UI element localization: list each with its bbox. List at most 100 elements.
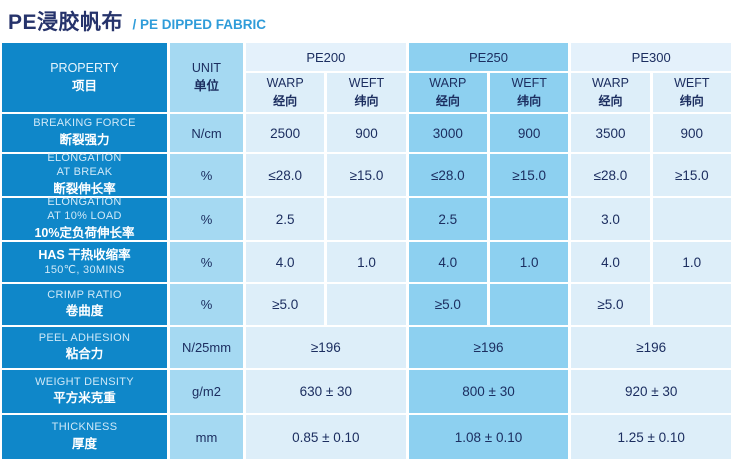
value-cell: ≤28.0 xyxy=(408,154,490,196)
table-row-elongation-at-10-load: ELONGATION AT 10% LOAD 10%定负荷伸长率 % 2.5 2… xyxy=(2,196,731,240)
value-cell-merged: 630 ± 30 xyxy=(246,370,409,413)
value-cell-merged: 800 ± 30 xyxy=(408,370,572,413)
unit-header-zh: 单位 xyxy=(193,78,219,93)
value-cell: ≥5.0 xyxy=(408,284,490,325)
warp-label-zh: 经向 xyxy=(598,93,623,108)
property-en: 150℃, 30MINS xyxy=(44,264,125,277)
property-en: CRIMP RATIO xyxy=(47,288,122,301)
unit-cell: N/cm xyxy=(170,114,246,152)
value-cell: 900 xyxy=(327,114,409,152)
property-en: WEIGHT DENSITY xyxy=(35,375,134,388)
weft-label-en: WEFT xyxy=(511,76,547,91)
pe200-weft-header: WEFT 纬向 xyxy=(327,73,409,112)
value-cell: 1.0 xyxy=(652,242,731,282)
value-cell: 4.0 xyxy=(246,242,328,282)
property-cell: THICKNESS 厚度 xyxy=(2,415,170,459)
value-cell-merged: ≥196 xyxy=(408,327,572,368)
weft-label-zh: 纬向 xyxy=(517,93,542,108)
property-en: THICKNESS xyxy=(51,421,118,434)
table-row-breaking-force: BREAKING FORCE 断裂强力 N/cm 2500 900 3000 9… xyxy=(2,114,731,152)
value-cell: 2.5 xyxy=(408,198,490,240)
value-cell: ≥5.0 xyxy=(246,284,328,325)
weft-label-en: WEFT xyxy=(348,76,385,91)
value-cells: ≥5.0 ≥5.0 ≥5.0 xyxy=(246,284,731,325)
value-cell-merged: 1.08 ± 0.10 xyxy=(408,415,572,459)
property-zh: 平方米克重 xyxy=(53,391,116,406)
unit-cell: % xyxy=(170,154,246,196)
value-cell: ≥15.0 xyxy=(652,154,731,196)
unit-header-cell: UNIT 单位 xyxy=(170,43,246,112)
weft-label-zh: 纬向 xyxy=(679,93,704,108)
value-cells: ≤28.0 ≥15.0 ≤28.0 ≥15.0 ≤28.0 ≥15.0 xyxy=(246,154,731,196)
table-row-crimp-ratio: CRIMP RATIO 卷曲度 % ≥5.0 ≥5.0 ≥5.0 xyxy=(2,284,731,325)
property-en: PEEL ADHESION xyxy=(38,331,131,344)
value-cells: 0.85 ± 0.10 1.08 ± 0.10 1.25 ± 0.10 xyxy=(246,415,732,459)
weft-label-zh: 纬向 xyxy=(354,93,379,108)
table-row-elongation-at-break: ELONGATION AT BREAK 断裂伸长率 % ≤28.0 ≥15.0 … xyxy=(2,152,731,196)
value-cell-merged: 1.25 ± 0.10 xyxy=(571,415,732,459)
property-cell: ELONGATION AT BREAK 断裂伸长率 xyxy=(2,152,170,196)
property-en: AT BREAK xyxy=(56,165,113,178)
value-cell: 900 xyxy=(652,114,731,152)
property-zh: 粘合力 xyxy=(65,347,104,362)
unit-value: % xyxy=(200,297,213,312)
pe200-warp-header: WARP 经向 xyxy=(246,73,328,112)
grade-band-pe200: PE200 xyxy=(246,43,409,71)
table-row-heat-shrinkage: HAS 干热收缩率 150℃, 30MINS % 4.0 1.0 4.0 1.0… xyxy=(2,242,731,282)
table-header: PROPERTY 项目 UNIT 单位 PE200 PE250 PE300 xyxy=(2,43,732,112)
grade-label: PE200 xyxy=(306,49,346,65)
value-cell: ≤28.0 xyxy=(571,154,653,196)
table-row-weight-density: WEIGHT DENSITY 平方米克重 g/m2 630 ± 30 800 ±… xyxy=(2,370,732,413)
value-cell: 900 xyxy=(489,114,572,152)
property-zh: 断裂强力 xyxy=(59,132,110,147)
value-cells: 630 ± 30 800 ± 30 920 ± 30 xyxy=(246,370,732,413)
value-cell: 4.0 xyxy=(571,242,653,282)
value-cell-empty xyxy=(489,198,572,240)
property-en: AT 10% LOAD xyxy=(47,209,122,222)
value-cell: 3500 xyxy=(571,114,653,152)
weft-label-en: WEFT xyxy=(674,76,710,91)
warp-label-en: WARP xyxy=(429,76,467,91)
warp-label-en: WARP xyxy=(591,76,629,91)
property-en: BREAKING FORCE xyxy=(33,117,136,130)
unit-value: N/25mm xyxy=(181,340,232,355)
value-cell: 4.0 xyxy=(408,242,490,282)
property-cell: ELONGATION AT 10% LOAD 10%定负荷伸长率 xyxy=(2,196,170,240)
property-cell: BREAKING FORCE 断裂强力 xyxy=(2,114,170,152)
table-row-peel-adhesion: PEEL ADHESION 粘合力 N/25mm ≥196 ≥196 ≥196 xyxy=(2,327,732,368)
value-cells: 2.5 2.5 3.0 xyxy=(246,198,731,240)
property-header-cell: PROPERTY 项目 xyxy=(2,43,170,112)
unit-cell: mm xyxy=(170,415,246,459)
property-en: ELONGATION xyxy=(47,152,122,165)
unit-cell: % xyxy=(170,242,246,282)
unit-cell: % xyxy=(170,284,246,325)
pe300-weft-header: WEFT 纬向 xyxy=(652,73,731,112)
value-cell: 3.0 xyxy=(571,198,653,240)
value-cell-merged: 0.85 ± 0.10 xyxy=(246,415,409,459)
value-cell: 1.0 xyxy=(327,242,409,282)
value-cell-empty xyxy=(327,198,409,240)
warp-label-en: WARP xyxy=(266,76,304,91)
grade-band-row: PE200 PE250 PE300 xyxy=(246,43,732,73)
unit-header-en: UNIT xyxy=(191,60,222,75)
warp-label-zh: 经向 xyxy=(273,93,298,108)
unit-value: % xyxy=(200,254,213,270)
grade-header-block: PE200 PE250 PE300 WARP 经向 WEFT xyxy=(246,43,732,112)
property-header-zh: 项目 xyxy=(71,78,97,93)
page-title-english: / PE DIPPED FABRIC xyxy=(132,17,266,32)
unit-cell: % xyxy=(170,198,246,240)
grade-label: PE300 xyxy=(631,49,671,65)
property-zh: 卷曲度 xyxy=(65,304,104,319)
unit-value: g/m2 xyxy=(192,384,221,399)
value-cell-merged: ≥196 xyxy=(571,327,732,368)
property-cell: PEEL ADHESION 粘合力 xyxy=(2,327,170,368)
unit-value: % xyxy=(200,211,213,227)
property-zh: 10%定负荷伸长率 xyxy=(34,225,135,240)
property-cell: WEIGHT DENSITY 平方米克重 xyxy=(2,370,170,413)
unit-cell: g/m2 xyxy=(170,370,246,413)
value-cells: 2500 900 3000 900 3500 900 xyxy=(246,114,731,152)
unit-value: N/cm xyxy=(191,125,222,141)
property-zh: 断裂伸长率 xyxy=(53,181,116,196)
value-cell-empty xyxy=(489,284,572,325)
value-cell-empty xyxy=(652,198,731,240)
